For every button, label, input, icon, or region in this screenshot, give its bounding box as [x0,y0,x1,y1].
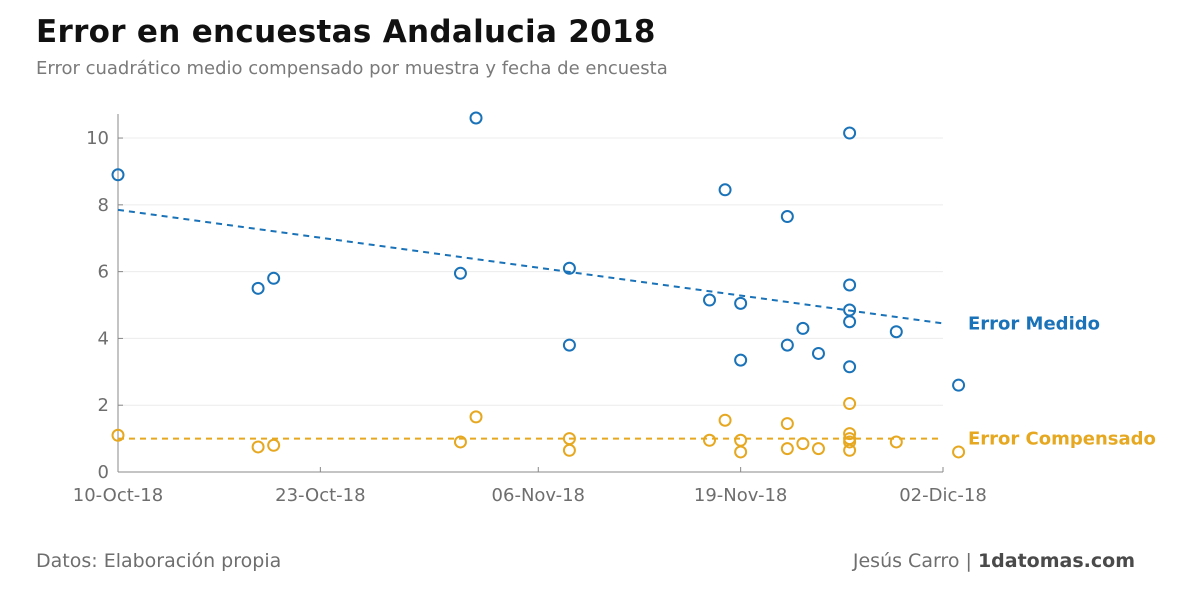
data-point [811,346,825,360]
data-source: Datos: Elaboración propia [36,550,282,572]
data-point [952,445,966,459]
data-point [889,435,903,449]
trend-line [117,208,944,325]
chart-subtitle: Error cuadrático medio compensado por mu… [36,58,668,79]
trend-lines [117,208,944,440]
data-point [718,413,732,427]
series-label: Error Compensado [968,429,1156,450]
data-point [734,296,748,310]
chart-title: Error en encuestas Andalucia 2018 [36,14,656,50]
data-point [796,437,810,451]
series-labels: Error Medido Error Compensado [968,313,1156,449]
x-tick-label: 10-Oct-18 [73,485,163,506]
y-tick-label: 4 [98,328,109,349]
data-point [843,278,857,292]
y-tick-label: 10 [86,128,109,149]
x-tick-label: 02-Dic-18 [899,485,987,506]
author-name: Jesús Carro [852,550,960,572]
data-point [718,183,732,197]
data-point [811,442,825,456]
data-points [111,111,966,459]
data-point [843,435,857,449]
data-point [843,427,857,441]
axes: 0 2 4 6 8 10 10-Oct-18 23-Oct-18 06-Nov-18 19-Nov… [73,114,987,506]
data-point [734,445,748,459]
data-point [780,210,794,224]
data-point [734,353,748,367]
credits-separator: | [965,550,972,572]
data-point [469,111,483,125]
y-tick-label: 0 [98,462,109,483]
data-point [889,325,903,339]
data-point [267,438,281,452]
x-tick-label: 19-Nov-18 [694,485,787,506]
data-point [843,315,857,329]
data-point [267,271,281,285]
x-tick-label: 06-Nov-18 [492,485,585,506]
data-point [703,293,717,307]
data-point [734,433,748,447]
data-point [703,433,717,447]
data-point [780,417,794,431]
data-point [843,443,857,457]
data-point [562,443,576,457]
data-point [251,281,265,295]
data-point [843,360,857,374]
y-tick-label: 8 [98,195,109,216]
data-point [111,428,125,442]
credits: Jesús Carro | 1datomas.com [853,550,1135,572]
data-point [251,440,265,454]
y-tick-label: 6 [98,262,109,283]
x-tick-label: 23-Oct-18 [275,485,365,506]
data-point [952,378,966,392]
data-point [111,168,125,182]
data-point [843,126,857,140]
data-point [843,397,857,411]
data-point [562,261,576,275]
data-point [780,338,794,352]
gridlines [118,137,943,406]
data-point [453,435,467,449]
series-label: Error Medido [968,313,1100,334]
site-name: 1datomas.com [977,550,1135,572]
data-point [780,442,794,456]
data-point [453,266,467,280]
data-point [796,321,810,335]
y-tick-label: 2 [98,395,109,416]
data-point [469,410,483,424]
data-point [562,338,576,352]
